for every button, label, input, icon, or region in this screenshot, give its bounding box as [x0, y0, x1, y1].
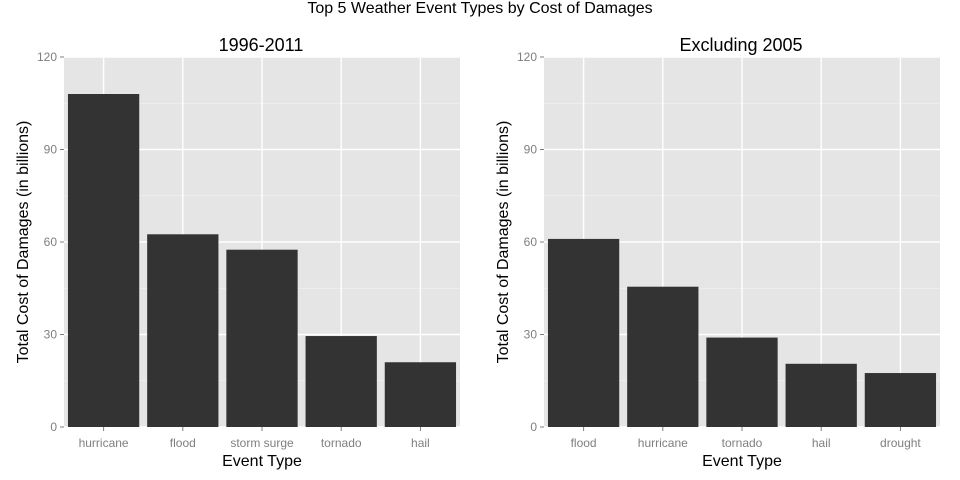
y-tick-label: 60 [524, 235, 538, 249]
x-tick-label: drought [880, 436, 921, 450]
y-tick-label: 90 [44, 143, 58, 157]
x-tick-label: tornado [722, 436, 763, 450]
bar-tornado [305, 336, 377, 427]
bar-tornado [706, 337, 778, 427]
bar-storm-surge [226, 249, 298, 427]
x-tick-label: hurricane [638, 436, 688, 450]
bar-hurricane [627, 286, 699, 427]
x-tick-label: flood [170, 436, 196, 450]
x-tick-label: hail [812, 436, 831, 450]
bar-hail [384, 362, 457, 427]
bar-hurricane [67, 94, 140, 427]
y-axis-title: Total Cost of Damages (in billions) [495, 121, 512, 364]
y-tick-label: 90 [524, 143, 538, 157]
panel-title: 1996-2011 [219, 35, 304, 55]
x-tick-label: tornado [321, 436, 362, 450]
x-tick-label: storm surge [230, 436, 294, 450]
y-tick-label: 120 [37, 50, 57, 64]
y-tick-label: 0 [50, 420, 57, 434]
bar-hail [785, 363, 857, 427]
bar-flood [147, 234, 219, 427]
bar-flood [547, 238, 620, 427]
y-tick-label: 120 [517, 50, 537, 64]
y-tick-label: 30 [524, 328, 538, 342]
x-tick-label: hail [411, 436, 430, 450]
x-tick-label: flood [571, 436, 597, 450]
x-axis-title: Event Type [222, 453, 302, 470]
y-tick-label: 0 [530, 420, 537, 434]
bar-drought [864, 373, 937, 427]
x-tick-label: hurricane [79, 436, 129, 450]
y-tick-label: 30 [44, 328, 58, 342]
y-tick-label: 60 [44, 235, 58, 249]
x-axis-title: Event Type [702, 453, 782, 470]
chart-panel-excluding-2005: 0 30 60 90 120 flood hurricane tornado hail droug… [495, 35, 940, 470]
chart-panel-1996-2011: 0 30 60 90 120 hurricane flood storm surge torna… [15, 35, 460, 470]
figure-title: Top 5 Weather Event Types by Cost of Dam… [307, 0, 652, 17]
panel-title: Excluding 2005 [679, 35, 802, 55]
y-axis-title: Total Cost of Damages (in billions) [15, 121, 32, 364]
